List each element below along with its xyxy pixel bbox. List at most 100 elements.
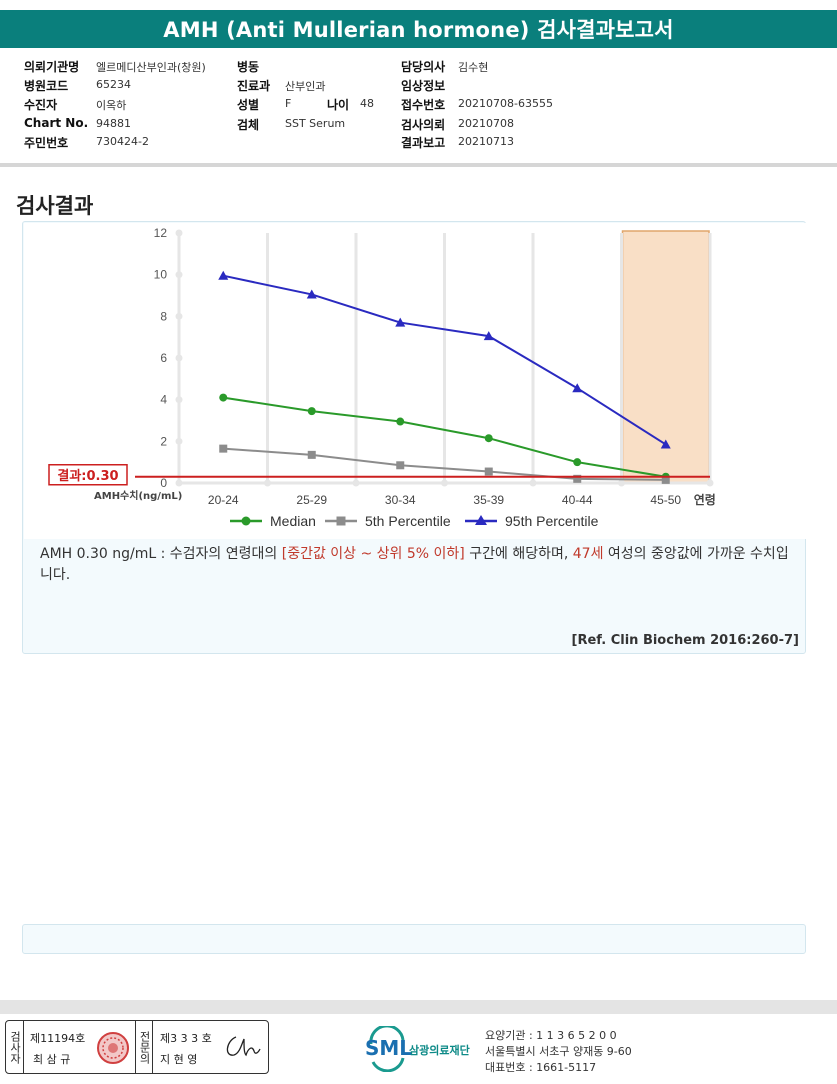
- x-tick-dot: [529, 479, 537, 487]
- section-title: 검사결과: [16, 194, 94, 218]
- organization-name: 삼광의료재단: [409, 1044, 470, 1057]
- data-point: [483, 331, 494, 341]
- sex-value: F: [285, 97, 292, 110]
- y-tick-dot: [175, 271, 183, 279]
- chart-no-value: 94881: [96, 117, 131, 130]
- y-tick-label: 0: [160, 476, 167, 490]
- amh-line-chart: 0 2 4 6 8 10 12 20-24 25-29 30-34 35-39 40-44 45-50 연…: [48, 226, 716, 529]
- institution-value: 엘르메디산부인과(창원): [96, 61, 206, 74]
- result-label-box: [48, 464, 128, 486]
- x-tick-label: 30-34: [385, 493, 416, 507]
- specialist-license: 제3 3 3 호: [160, 1032, 212, 1045]
- hospital-code-value: 65234: [96, 78, 131, 91]
- hospital-code-label: 병원코드: [24, 79, 69, 93]
- y-tick-dot: [175, 312, 183, 320]
- x-tick-label: 35-39: [473, 493, 504, 507]
- data-point: [218, 270, 229, 280]
- age-value: 48: [360, 97, 374, 110]
- legend-label: Median: [270, 513, 316, 529]
- data-point: [307, 407, 316, 416]
- receipt-no-label: 접수번호: [401, 98, 446, 112]
- data-point: [484, 434, 493, 443]
- resident-no-label: 주민번호: [24, 136, 69, 150]
- chart-no-label: Chart No.: [24, 116, 89, 130]
- data-point: [219, 444, 228, 453]
- amh-chart: 0 2 4 6 8 10 12 20-24 25-29 30-34 35-39 40-44 45-50 연…: [24, 223, 806, 539]
- legend-marker: [475, 515, 487, 525]
- data-point: [573, 458, 582, 467]
- tester-seal-stamp: [97, 1032, 129, 1064]
- sex-label: 성별: [237, 98, 260, 112]
- data-point: [396, 461, 405, 470]
- y-tick-label: 2: [160, 434, 167, 448]
- data-point: [219, 393, 228, 402]
- care-institution-code: 요양기관 : 1 1 3 6 5 2 0 0: [485, 1029, 617, 1042]
- tester-vertical-label: 검사자: [6, 1021, 24, 1073]
- y-tick-dot: [175, 437, 183, 445]
- series-line-5th-percentile: [223, 447, 666, 481]
- data-point: [661, 475, 670, 484]
- patient-label: 수진자: [24, 98, 58, 112]
- y-tick-label: 6: [160, 351, 167, 365]
- x-tick-label: 20-24: [208, 493, 239, 507]
- specimen-value: SST Serum: [285, 117, 346, 130]
- y-tick-dot: [175, 229, 183, 237]
- data-point: [307, 450, 316, 459]
- receipt-no-value: 20210708-63555: [458, 97, 553, 110]
- data-point: [572, 383, 583, 393]
- description-text-1: AMH 0.30 ng/mL : 수검자의 연령대의: [40, 546, 282, 562]
- x-tick-label: 45-50: [650, 493, 681, 507]
- legend-marker: [336, 516, 346, 526]
- signature-box: 검사자 제11194호 최 삼 규 전문의 제3 3 3 호 지 현 영: [5, 1020, 269, 1074]
- y-tick-label: 12: [154, 226, 168, 240]
- x-tick-label: 25-29: [296, 493, 327, 507]
- description-text-2: 구간에 해당하며,: [464, 546, 573, 562]
- organization-address: 서울특별시 서초구 양재동 9-60: [485, 1045, 632, 1058]
- tester-license: 제11194호: [30, 1032, 86, 1045]
- resident-no-value: 730424-2: [96, 135, 149, 148]
- x-tick-dot: [441, 479, 448, 487]
- y-tick-label: 10: [154, 268, 168, 282]
- legend-label: 5th Percentile: [365, 513, 451, 529]
- x-tick-label: 40-44: [562, 493, 593, 507]
- request-date-label: 검사의뢰: [401, 118, 446, 132]
- legend-marker: [241, 516, 251, 526]
- legend-label: 95th Percentile: [505, 513, 599, 529]
- y-axis-label: AMH수치(ng/mL): [94, 489, 182, 502]
- description-range-highlight: [중간값 이상 ~ 상위 5% 이하]: [281, 546, 465, 562]
- report-date-value: 20210713: [458, 135, 514, 148]
- age-label: 나이: [327, 98, 350, 112]
- institution-label: 의뢰기관명: [24, 60, 80, 74]
- specialist-signature: [226, 1036, 261, 1057]
- footer-divider: [0, 1000, 837, 1014]
- department-value: 산부인과: [285, 80, 326, 93]
- reference-citation: [Ref. Clin Biochem 2016:260-7]: [571, 633, 799, 648]
- x-tick-dot: [618, 479, 625, 487]
- y-tick-label: 8: [160, 309, 167, 323]
- series-line-median: [223, 396, 666, 478]
- x-tick-dot: [264, 479, 271, 487]
- info-divider: [0, 163, 837, 167]
- data-point: [660, 439, 671, 449]
- data-point: [396, 417, 405, 426]
- data-point: [573, 474, 582, 483]
- data-point: [395, 317, 406, 327]
- doctor-value: 김수현: [458, 61, 489, 74]
- specialist-name: 지 현 영: [160, 1053, 198, 1066]
- data-point: [484, 467, 493, 476]
- report-title: AMH (Anti Mullerian hormone) 검사결과보고서: [0, 10, 837, 48]
- data-point: [306, 289, 317, 299]
- comment-panel: [22, 924, 806, 954]
- specialist-vertical-label: 전문의: [135, 1021, 153, 1073]
- result-label: 결과:0.30: [57, 468, 118, 484]
- clinical-info-label: 임상정보: [401, 79, 446, 93]
- department-label: 진료과: [237, 79, 271, 93]
- specimen-label: 검체: [237, 118, 260, 132]
- ward-label: 병동: [237, 60, 260, 74]
- y-tick-label: 4: [160, 393, 167, 407]
- result-panel: 0 2 4 6 8 10 12 20-24 25-29 30-34 35-39 40-44 45-50 연…: [22, 221, 806, 654]
- patient-value: 이옥하: [96, 99, 127, 112]
- request-date-value: 20210708: [458, 117, 514, 130]
- series-line-95th-percentile: [223, 274, 667, 446]
- doctor-label: 담당의사: [401, 60, 446, 74]
